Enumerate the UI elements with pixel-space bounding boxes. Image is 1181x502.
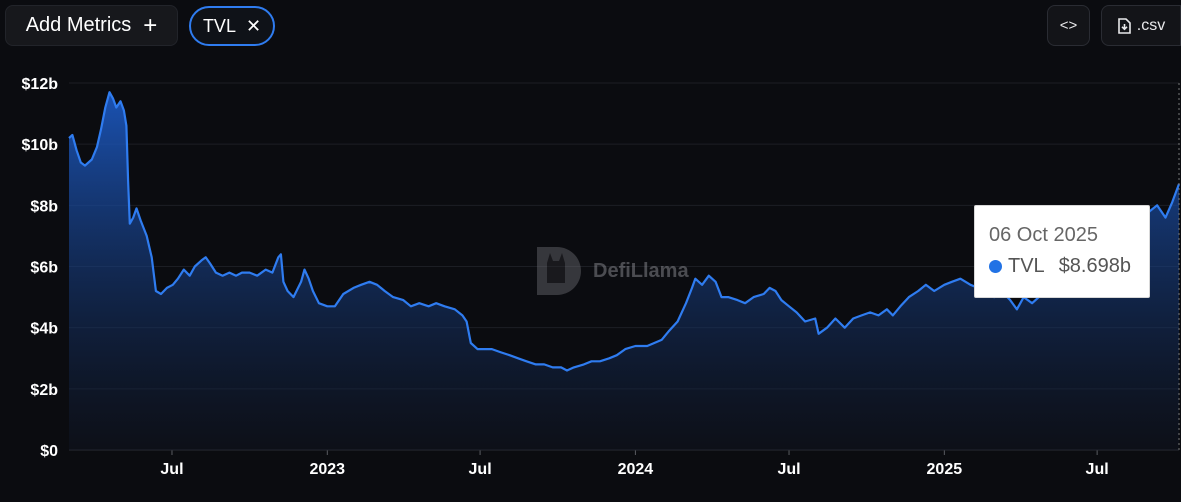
llama-logo-icon: [537, 247, 581, 295]
tvl-area-chart[interactable]: $0$2b$4b$6b$8b$10b$12b Jul 2023 Jul 2024 Jul…: [0, 52, 1181, 502]
download-csv-button[interactable]: .csv: [1101, 5, 1181, 46]
x-tick-label: 2023: [309, 461, 345, 478]
x-tick-label: Jul: [1086, 461, 1109, 478]
tooltip-value: $8.698b: [1058, 255, 1131, 277]
y-axis: $0 $2b $4b $6b $8b $10b $12b: [22, 76, 59, 460]
embed-code-button[interactable]: <>: [1047, 5, 1090, 46]
watermark-text: DefiLlama: [593, 259, 689, 282]
x-tick-label: 2024: [618, 461, 654, 478]
csv-label: .csv: [1136, 16, 1166, 34]
x-tick-label: 2025: [927, 461, 963, 478]
x-axis: Jul 2023 Jul 2024 Jul 2025 Jul: [69, 449, 1179, 478]
add-metrics-button[interactable]: Add Metrics +: [5, 5, 178, 46]
x-tick-label: Jul: [160, 461, 183, 478]
x-tick-label: Jul: [469, 461, 492, 478]
code-icon: <>: [1059, 17, 1078, 34]
add-metrics-label: Add Metrics: [25, 14, 132, 36]
y-tick-label: $12b: [22, 76, 59, 93]
plus-icon: +: [143, 11, 158, 39]
tooltip-date: 06 Oct 2025: [989, 224, 1098, 246]
chart-toolbar: Add Metrics + TVL ✕ <> .csv: [0, 0, 1181, 52]
y-tick-label: $0: [40, 443, 58, 460]
y-tick-label: $8b: [30, 198, 58, 215]
tooltip-row: TVL $8.698b: [989, 255, 1149, 278]
y-tick-label: $10b: [22, 137, 59, 154]
metric-chip-tvl[interactable]: TVL ✕: [189, 6, 275, 46]
tvl-area: [69, 92, 1179, 450]
y-tick-label: $4b: [30, 321, 58, 338]
tooltip-series-name: TVL: [1008, 255, 1045, 277]
series-color-dot: [989, 260, 1002, 273]
x-tick-label: Jul: [777, 461, 800, 478]
y-tick-label: $2b: [30, 382, 58, 399]
tvl-line: [68, 91, 1181, 372]
y-tick-label: $6b: [30, 260, 58, 277]
chart-tooltip: 06 Oct 2025 TVL $8.698b: [974, 205, 1150, 298]
close-icon[interactable]: ✕: [245, 15, 262, 36]
file-download-icon: [1117, 17, 1131, 34]
defillama-watermark: DefiLlama: [533, 243, 689, 299]
metric-chip-label: TVL: [202, 15, 236, 36]
